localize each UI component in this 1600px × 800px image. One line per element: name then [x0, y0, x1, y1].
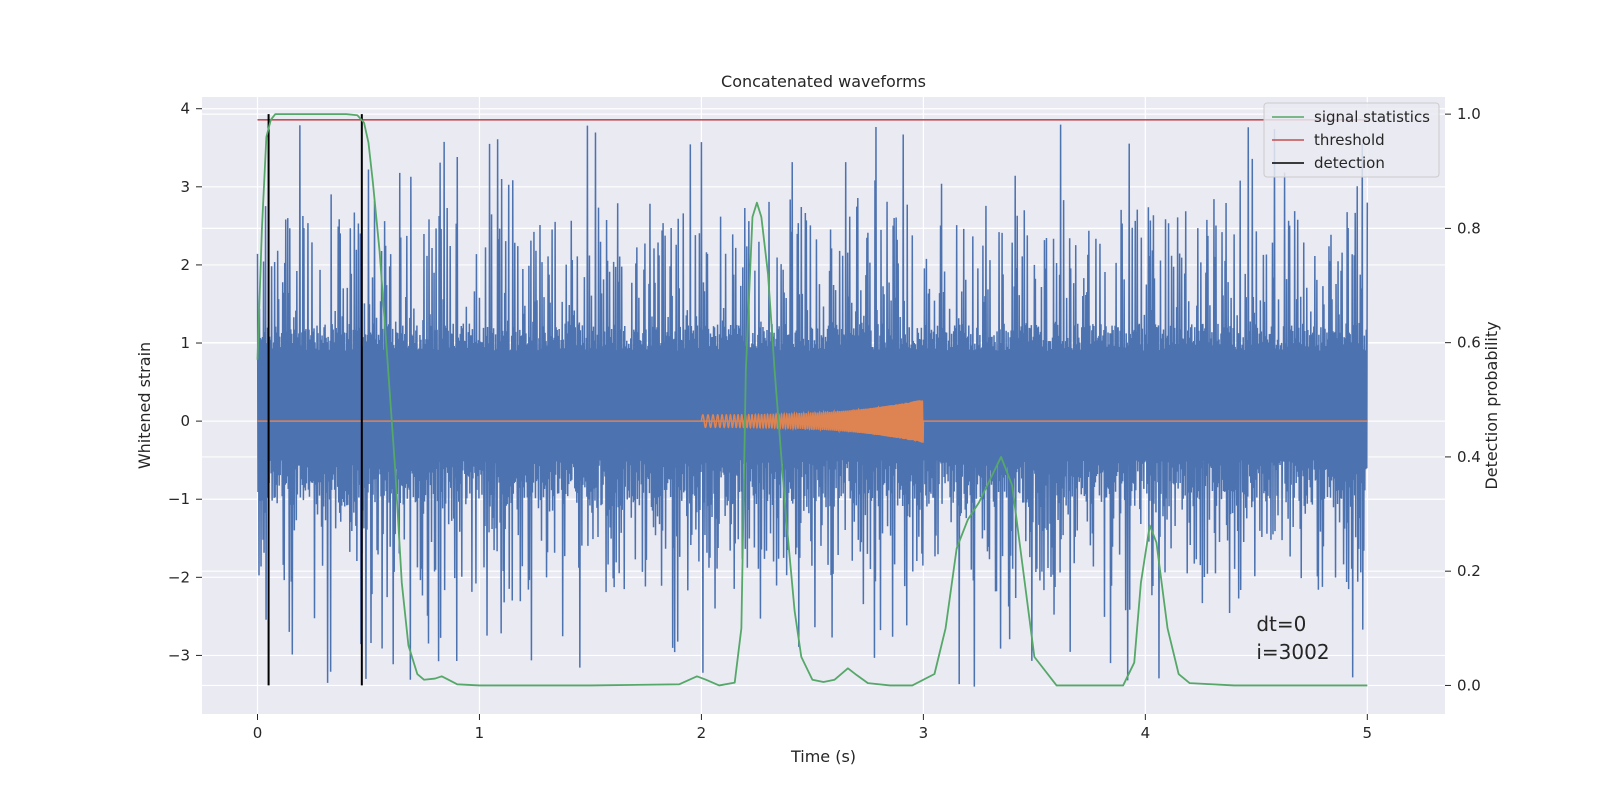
y-tick-label-right: 0.2: [1457, 562, 1481, 580]
y-tick-label: −2: [168, 568, 190, 586]
y-tick-label: 2: [180, 256, 190, 274]
legend-label-signal-statistics: signal statistics: [1314, 108, 1430, 126]
annotation-i: i=3002: [1256, 640, 1329, 664]
y-axis-label: Whitened strain: [135, 342, 154, 469]
y-axis-label-right: Detection probability: [1482, 321, 1501, 489]
x-tick-label: 4: [1141, 724, 1151, 742]
y-tick-label: 0: [180, 412, 190, 430]
x-tick-label: 5: [1363, 724, 1373, 742]
y-tick-label: 1: [180, 334, 190, 352]
y-tick-label-right: 0.4: [1457, 448, 1481, 466]
y-tick-label: 3: [180, 178, 190, 196]
signal-statistics-line: [256, 113, 1368, 687]
y-tick-label: −1: [168, 490, 190, 508]
y-tick-label-right: 0.8: [1457, 219, 1481, 237]
y-tick-label-right: 0.6: [1457, 334, 1481, 352]
legend-label-threshold: threshold: [1314, 131, 1385, 149]
legend-label-detection: detection: [1314, 154, 1385, 172]
series-detection: [267, 114, 363, 686]
legend-box: [1263, 102, 1440, 178]
noise-line: [256, 124, 1369, 687]
legend: signal statistics threshold detection: [1263, 102, 1440, 178]
series-whitened-strain: [256, 124, 1369, 687]
y-tick-label-right: 0.0: [1457, 676, 1481, 694]
x-tick-label: 3: [919, 724, 929, 742]
x-tick-label: 0: [253, 724, 263, 742]
x-tick-label: 1: [475, 724, 485, 742]
series-signal-statistics: [256, 113, 1368, 687]
axis-ticks: 0 1 2 3 4 5 −3 −2 −1 0 1 2 3 4 0.0 0.2 0.4 0.6 0.8 1.0: [168, 100, 1481, 742]
y-tick-label: −3: [168, 646, 190, 664]
chirp-line: [700, 400, 925, 443]
series-injected-chirp: [257, 400, 1368, 443]
y-tick-label-right: 1.0: [1457, 105, 1481, 123]
chart-title: Concatenated waveforms: [721, 72, 926, 91]
annotation-dt: dt=0: [1256, 612, 1306, 636]
y-tick-label: 4: [180, 100, 190, 118]
x-axis-label: Time (s): [790, 747, 856, 766]
x-tick-label: 2: [697, 724, 707, 742]
